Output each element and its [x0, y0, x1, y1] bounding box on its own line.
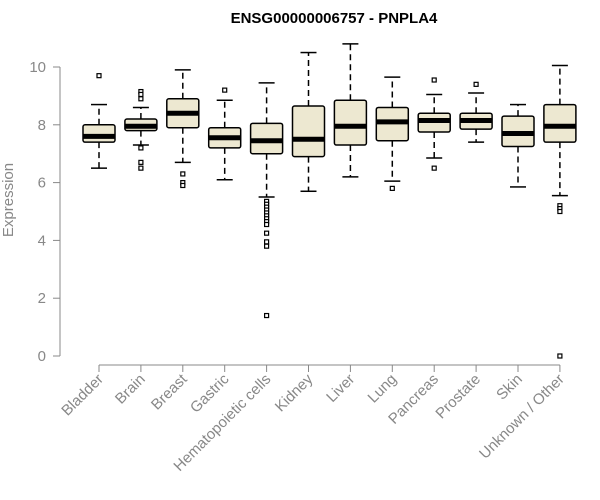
outlier-point: [138, 96, 144, 102]
outlier-point: [180, 171, 186, 177]
outlier-point: [557, 208, 563, 215]
outlier-point: [138, 91, 144, 98]
box-lung: [375, 76, 410, 191]
y-tick-label: 10: [29, 59, 46, 76]
y-tick-label: 4: [38, 232, 46, 249]
box-liver: [333, 43, 368, 178]
outlier-point: [264, 221, 270, 228]
x-tick-label: Breast: [148, 370, 191, 413]
x-tick-label: Bladder: [58, 371, 107, 420]
box-skin: [501, 103, 535, 188]
outlier-point: [264, 312, 270, 319]
x-tick-label: Prostate: [432, 371, 484, 423]
outlier-point: [222, 87, 228, 93]
outlier-point: [264, 243, 270, 249]
y-tick-label: 2: [38, 290, 46, 307]
y-tick-label: 6: [38, 175, 46, 192]
iqr-box: [82, 124, 116, 143]
x-tick-label: Liver: [323, 371, 358, 406]
box-unknown-other: [543, 64, 577, 359]
outlier-point: [473, 81, 479, 87]
box-brain: [124, 88, 158, 171]
y-axis-label: Expression: [0, 163, 17, 237]
y-tick-label: 8: [38, 117, 46, 134]
box-series: [82, 43, 577, 359]
x-tick-label: Lung: [365, 371, 401, 407]
outlier-point: [557, 353, 563, 359]
x-tick-label: Brain: [112, 371, 149, 408]
outlier-point: [138, 159, 144, 165]
iqr-box: [333, 99, 368, 146]
box-bladder: [82, 73, 116, 169]
outlier-point: [264, 239, 270, 245]
box-prostate: [459, 81, 493, 143]
iqr-box: [291, 105, 326, 158]
box-hematopoietic-cells: [249, 82, 284, 319]
y-tick-label: 0: [38, 348, 46, 365]
outlier-point: [264, 230, 270, 236]
x-tick-label: Skin: [493, 371, 526, 404]
chart-title: ENSG00000006757 - PNPLA4: [231, 10, 438, 27]
x-tick-label: Kidney: [272, 370, 317, 415]
box-pancreas: [417, 77, 451, 171]
outlier-point: [431, 165, 437, 171]
outlier-point: [389, 185, 395, 191]
box-kidney: [291, 51, 326, 193]
box-gastric: [207, 87, 242, 181]
outlier-point: [180, 182, 186, 189]
outlier-point: [138, 165, 144, 171]
outlier-point: [96, 73, 102, 79]
iqr-box: [543, 103, 577, 143]
outlier-point: [138, 145, 144, 151]
box-breast: [166, 69, 200, 189]
outlier-point: [431, 77, 437, 83]
